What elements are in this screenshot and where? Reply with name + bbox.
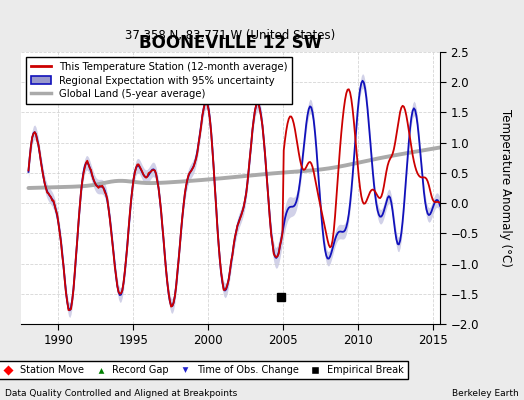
Y-axis label: Temperature Anomaly (°C): Temperature Anomaly (°C)	[498, 109, 511, 267]
Legend: Station Move, Record Gap, Time of Obs. Change, Empirical Break: Station Move, Record Gap, Time of Obs. C…	[0, 361, 408, 379]
Title: BOONEVILLE 12 SW: BOONEVILLE 12 SW	[139, 34, 322, 52]
Text: 37.358 N, 83.771 W (United States): 37.358 N, 83.771 W (United States)	[125, 30, 336, 42]
Text: Berkeley Earth: Berkeley Earth	[452, 389, 519, 398]
Text: Data Quality Controlled and Aligned at Breakpoints: Data Quality Controlled and Aligned at B…	[5, 389, 237, 398]
